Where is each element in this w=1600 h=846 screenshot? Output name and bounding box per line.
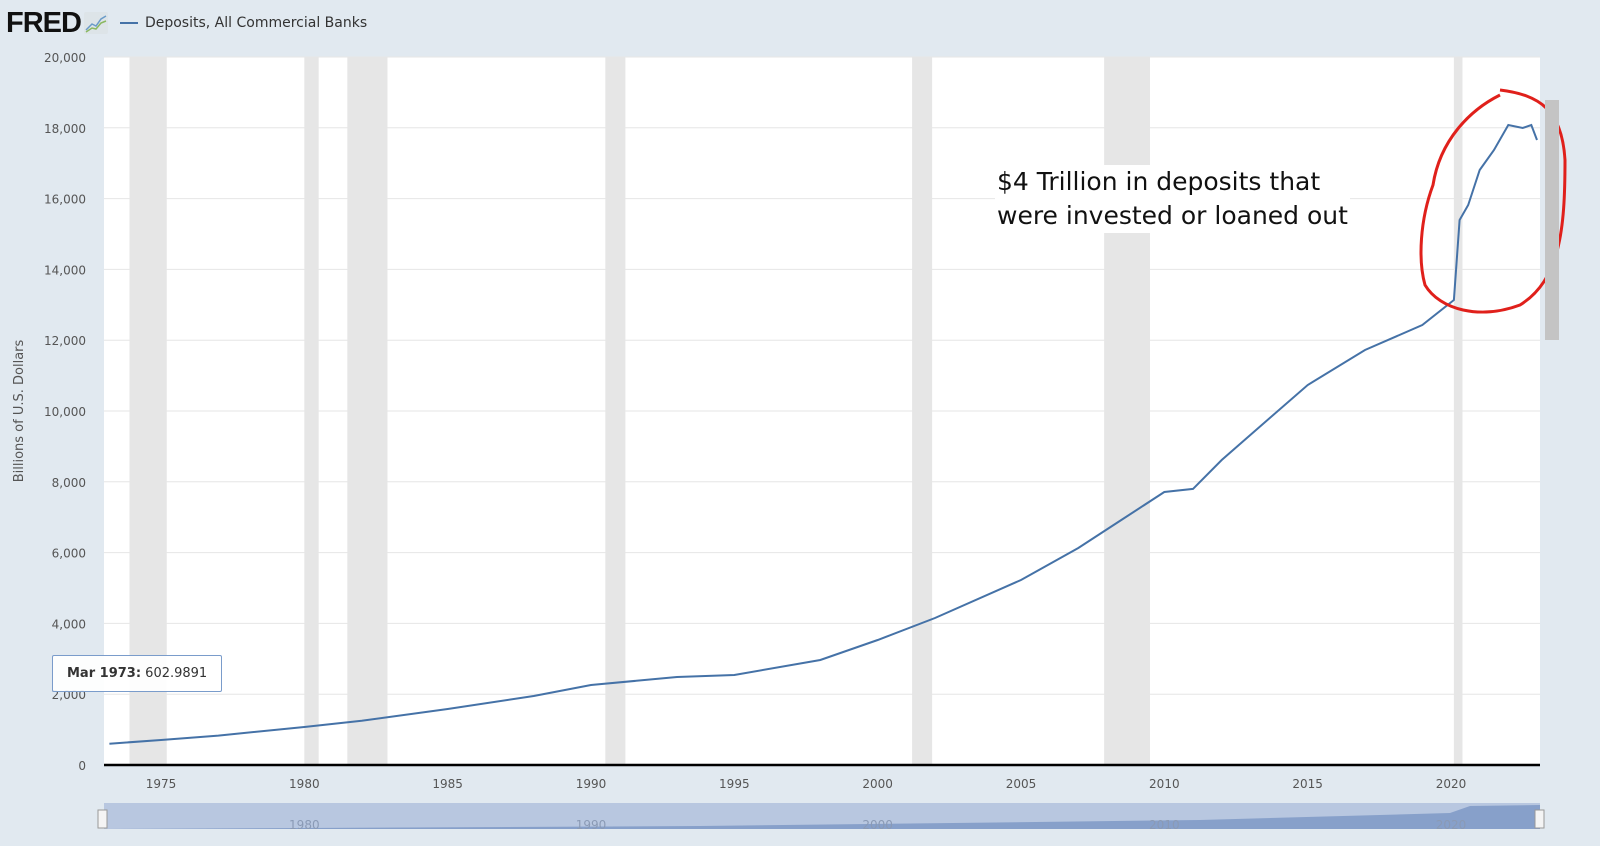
y-tick-label: 18,000 (44, 122, 86, 136)
x-tick-label: 2010 (1149, 777, 1180, 791)
navigator-handle-left[interactable] (97, 809, 108, 829)
x-tick-label: 1975 (146, 777, 177, 791)
legend-item[interactable]: Deposits, All Commercial Banks (119, 15, 368, 31)
red-circle-annotation (1419, 88, 1567, 314)
navigator-label: 2020 (1436, 818, 1467, 832)
x-tick-label: 1985 (432, 777, 463, 791)
x-tick-label: 2020 (1436, 777, 1467, 791)
scrollbar[interactable] (1545, 100, 1559, 340)
y-tick-label: 10,000 (44, 405, 86, 419)
chart-header: FRED Deposits, All Commercial Banks (6, 6, 368, 39)
legend-line-icon (119, 22, 138, 24)
fred-logo: FRED (6, 6, 82, 39)
x-tick-label: 1995 (719, 777, 750, 791)
text-annotation: $4 Trillion in deposits that were investe… (995, 165, 1350, 233)
annotation-line-2: were invested or loaned out (997, 201, 1348, 230)
navigator-label: 1990 (576, 818, 607, 832)
navigator-label: 2010 (1149, 818, 1180, 832)
y-axis-label: Billions of U.S. Dollars (12, 339, 27, 482)
series-line (109, 123, 1538, 745)
legend-label: Deposits, All Commercial Banks (144, 15, 368, 31)
annotation-line-1: $4 Trillion in deposits that (997, 167, 1321, 196)
y-tick-label: 14,000 (44, 263, 86, 277)
x-tick-label: 2000 (862, 777, 893, 791)
y-tick-label: 12,000 (44, 334, 86, 348)
x-tick-label: 1990 (576, 777, 607, 791)
tooltip: Mar 1973: 602.9891 (52, 655, 223, 692)
navigator-label: 1980 (289, 818, 320, 832)
navigator-handle-right[interactable] (1534, 809, 1545, 829)
y-tick-label: 6,000 (52, 547, 86, 561)
x-tick-label: 1980 (289, 777, 320, 791)
navigator-series (104, 805, 1540, 829)
y-tick-label: 20,000 (44, 51, 86, 65)
x-tick-label: 2005 (1006, 777, 1037, 791)
y-tick-label: 0 (78, 759, 86, 773)
y-tick-label: 4,000 (52, 617, 86, 631)
tooltip-date: Mar 1973: (67, 666, 142, 681)
tooltip-value: 602.9891 (145, 666, 208, 681)
x-tick-label: 2015 (1292, 777, 1323, 791)
navigator-label: 2000 (862, 818, 893, 832)
chart-logo-icon (83, 12, 108, 34)
y-tick-label: 8,000 (52, 476, 86, 490)
y-tick-label: 16,000 (44, 193, 86, 207)
